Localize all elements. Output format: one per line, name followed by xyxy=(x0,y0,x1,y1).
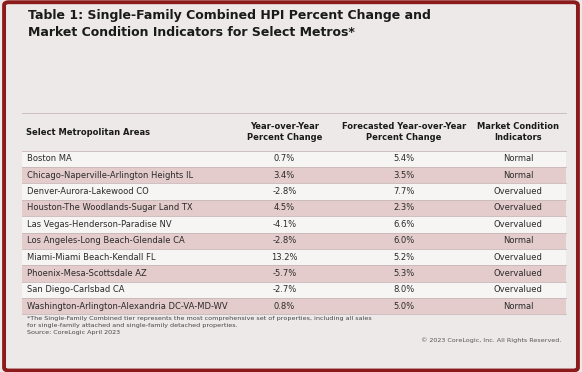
Text: 6.0%: 6.0% xyxy=(393,236,414,245)
Text: Normal: Normal xyxy=(503,236,533,245)
Text: San Diego-Carlsbad CA: San Diego-Carlsbad CA xyxy=(27,285,125,294)
Text: 2.3%: 2.3% xyxy=(393,203,414,212)
Text: 4.5%: 4.5% xyxy=(274,203,295,212)
Text: Houston-The Woodlands-Sugar Land TX: Houston-The Woodlands-Sugar Land TX xyxy=(27,203,193,212)
Text: 13.2%: 13.2% xyxy=(271,253,297,262)
Text: Overvalued: Overvalued xyxy=(494,253,542,262)
Text: Las Vegas-Henderson-Paradise NV: Las Vegas-Henderson-Paradise NV xyxy=(27,220,171,229)
Text: Select Metropolitan Areas: Select Metropolitan Areas xyxy=(26,128,150,137)
Text: 0.8%: 0.8% xyxy=(274,302,295,311)
Text: Table 1: Single-Family Combined HPI Percent Change and
Market Condition Indicato: Table 1: Single-Family Combined HPI Perc… xyxy=(28,9,431,39)
Text: 5.2%: 5.2% xyxy=(393,253,414,262)
Text: 7.7%: 7.7% xyxy=(393,187,414,196)
Text: 8.0%: 8.0% xyxy=(393,285,414,294)
Text: Year-over-Year
Percent Change: Year-over-Year Percent Change xyxy=(247,122,322,142)
Text: -5.7%: -5.7% xyxy=(272,269,296,278)
Text: -2.7%: -2.7% xyxy=(272,285,296,294)
Text: Washington-Arlington-Alexandria DC-VA-MD-WV: Washington-Arlington-Alexandria DC-VA-MD… xyxy=(27,302,228,311)
Text: © 2023 CoreLogic, Inc. All Rights Reserved.: © 2023 CoreLogic, Inc. All Rights Reserv… xyxy=(421,337,561,343)
Text: Chicago-Naperville-Arlington Heights IL: Chicago-Naperville-Arlington Heights IL xyxy=(27,171,193,180)
Text: -4.1%: -4.1% xyxy=(272,220,296,229)
Text: Denver-Aurora-Lakewood CO: Denver-Aurora-Lakewood CO xyxy=(27,187,148,196)
Text: 5.0%: 5.0% xyxy=(393,302,414,311)
Text: 5.4%: 5.4% xyxy=(393,154,414,163)
Text: Overvalued: Overvalued xyxy=(494,220,542,229)
Text: Overvalued: Overvalued xyxy=(494,269,542,278)
Text: -2.8%: -2.8% xyxy=(272,236,296,245)
Text: Normal: Normal xyxy=(503,302,533,311)
Text: Overvalued: Overvalued xyxy=(494,285,542,294)
Text: *The Single-Family Combined tier represents the most comprehensive set of proper: *The Single-Family Combined tier represe… xyxy=(27,316,371,335)
Text: 3.5%: 3.5% xyxy=(393,171,414,180)
Text: Phoenix-Mesa-Scottsdale AZ: Phoenix-Mesa-Scottsdale AZ xyxy=(27,269,147,278)
Text: Forecasted Year-over-Year
Percent Change: Forecasted Year-over-Year Percent Change xyxy=(342,122,466,142)
Text: 0.7%: 0.7% xyxy=(274,154,295,163)
Text: -2.8%: -2.8% xyxy=(272,187,296,196)
Text: Market Condition
Indicators: Market Condition Indicators xyxy=(477,122,559,142)
Text: Los Angeles-Long Beach-Glendale CA: Los Angeles-Long Beach-Glendale CA xyxy=(27,236,184,245)
Text: Overvalued: Overvalued xyxy=(494,187,542,196)
Text: Overvalued: Overvalued xyxy=(494,203,542,212)
Text: Miami-Miami Beach-Kendall FL: Miami-Miami Beach-Kendall FL xyxy=(27,253,155,262)
Text: Normal: Normal xyxy=(503,171,533,180)
Text: 6.6%: 6.6% xyxy=(393,220,414,229)
Text: 5.3%: 5.3% xyxy=(393,269,414,278)
Text: Boston MA: Boston MA xyxy=(27,154,72,163)
Text: 3.4%: 3.4% xyxy=(274,171,295,180)
Text: Normal: Normal xyxy=(503,154,533,163)
